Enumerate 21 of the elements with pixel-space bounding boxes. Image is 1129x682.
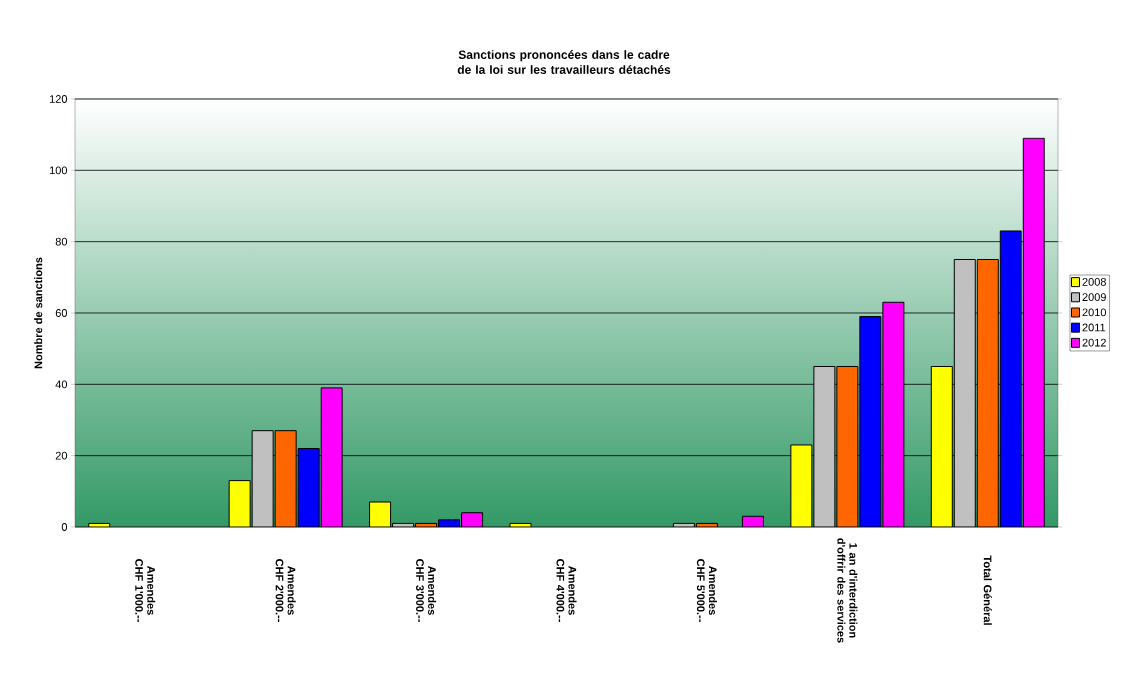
y-tick-label: 120 xyxy=(49,95,68,103)
chart-title: Sanctions prononcées dans le cadre de la loi sur les travailleurs détachés xyxy=(457,50,671,74)
x-tick-label: Amendes CHF 1'000.-- xyxy=(135,559,156,622)
y-tick-label: 40 xyxy=(55,380,68,389)
x-tick-label: Amendes CHF 3'000.-- xyxy=(416,559,437,622)
x-tick-label: Amendes CHF 4'000.-- xyxy=(556,559,577,622)
y-tick-label: 0 xyxy=(61,523,68,531)
y-tick-label: 80 xyxy=(55,237,68,246)
x-tick-label: Amendes CHF 2'000.-- xyxy=(275,559,296,622)
x-tick-label: Amendes CHF 5'000.-- xyxy=(696,559,717,622)
y-tick-label: 20 xyxy=(55,451,68,460)
legend-label: 2010 xyxy=(1082,308,1107,317)
y-tick-label: 100 xyxy=(49,166,68,175)
legend-label: 2009 xyxy=(1082,293,1106,302)
x-tick-label: Total Général xyxy=(983,555,992,625)
legend-label: 2008 xyxy=(1082,278,1106,286)
legend-label: 2012 xyxy=(1082,338,1106,347)
x-tick-label: 1 an d'interdiction d'offrir des services xyxy=(837,538,858,643)
legend-label: 2011 xyxy=(1082,323,1106,332)
y-axis-title: Nombre de sanctions xyxy=(34,257,43,369)
y-tick-label: 60 xyxy=(55,309,68,317)
